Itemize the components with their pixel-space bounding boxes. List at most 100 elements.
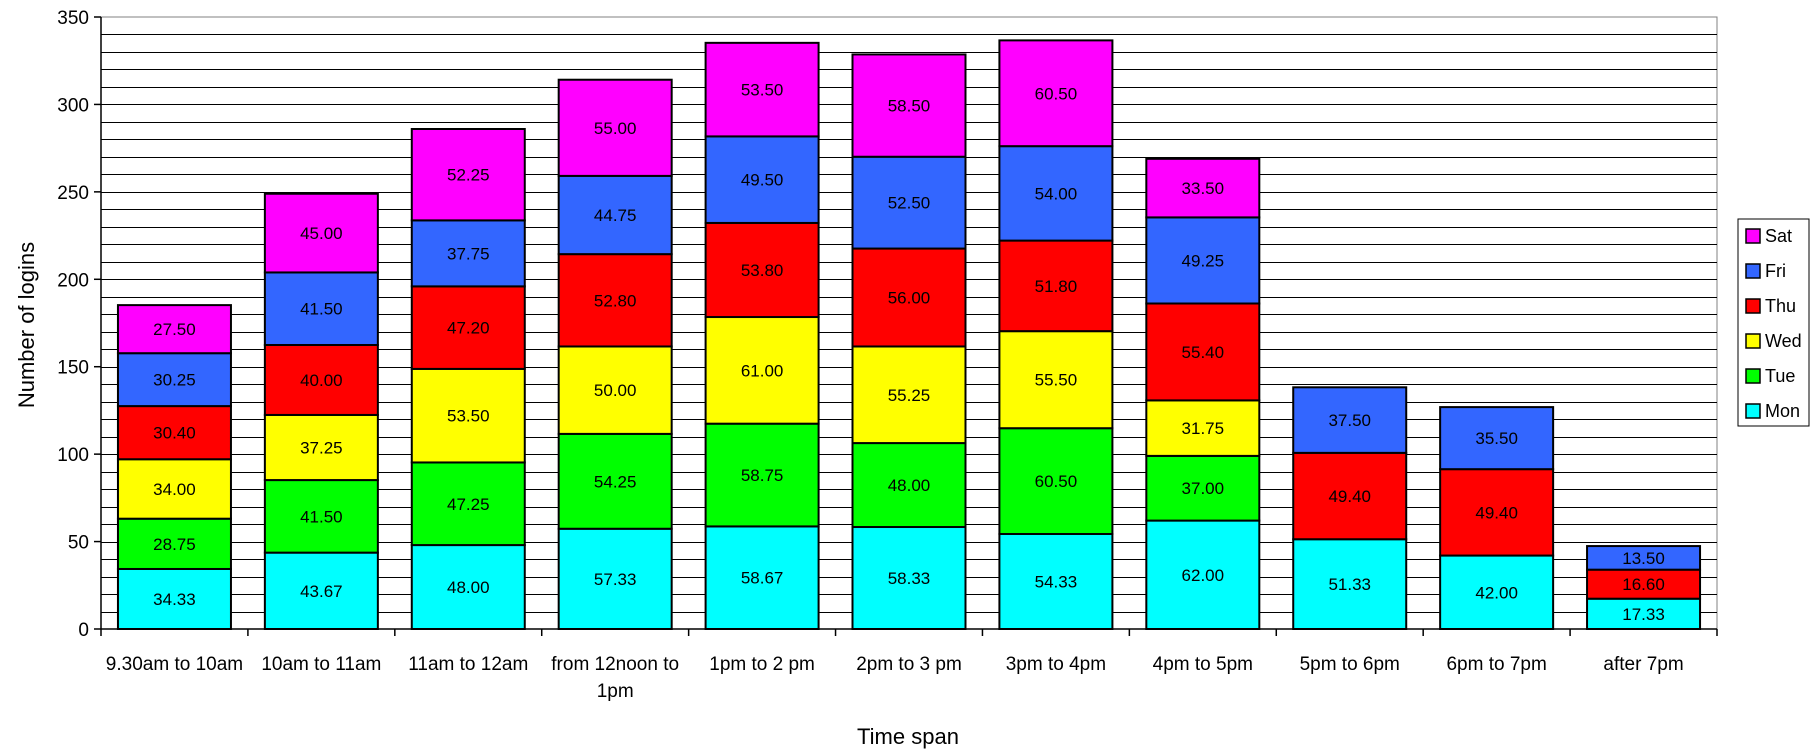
data-label: 37.75 (447, 244, 490, 263)
data-label: 37.50 (1328, 411, 1371, 430)
bar-segment-fri (1586, 545, 1702, 571)
x-tick-label: from 12noon to 1pm (551, 654, 679, 702)
bar-segment-tue (557, 432, 673, 530)
y-tick-label: 200 (57, 270, 89, 291)
data-label: 35.50 (1475, 429, 1518, 448)
data-label: 56.00 (888, 289, 931, 308)
x-tick-label: 10am to 11am (261, 654, 381, 675)
bar-segment-thu (704, 221, 820, 319)
bar-stack: 43.67 41.50 37.25 40.00 41.50 45.00 (263, 192, 379, 631)
x-tick-label: 1pm to 2 pm (709, 654, 815, 675)
data-label: 37.00 (1182, 479, 1225, 498)
data-label: 13.50 (1622, 549, 1665, 568)
bar-stack: 57.33 54.25 50.00 52.80 44.75 55.00 (557, 78, 673, 630)
bar-stack: 58.67 58.75 61.00 53.80 49.50 53.50 (704, 41, 820, 630)
data-label: 41.50 (300, 300, 343, 319)
bar-segment-fri (116, 352, 232, 408)
data-label: 52.25 (447, 166, 490, 185)
legend-item-thu: Thu (1745, 296, 1796, 316)
bar-segment-sat (116, 304, 232, 355)
y-tick-label: 100 (57, 445, 89, 466)
legend-item-tue: Tue (1745, 366, 1795, 386)
legend-item-mon: Mon (1745, 401, 1800, 421)
bar-segment-fri (851, 155, 967, 250)
y-tick-label: 150 (57, 358, 89, 379)
bar-segment-mon (1145, 519, 1261, 630)
bar-stack: 48.00 47.25 53.50 47.20 37.75 52.25 (410, 127, 526, 630)
bar-segment-sat (1145, 157, 1261, 219)
bar-segment-thu (998, 239, 1114, 333)
x-tick-label: 9.30am to 10am (106, 654, 243, 675)
data-label: 45.00 (300, 224, 343, 243)
bar-segment-fri (1439, 406, 1555, 471)
bar-segment-wed (557, 345, 673, 435)
y-axis-title: Number of logins (14, 242, 39, 408)
bar-stack: 42.00 49.40 35.50 (1439, 406, 1555, 630)
legend-swatch (1745, 298, 1761, 314)
bar-segment-mon (263, 551, 379, 631)
legend: Sat Fri Thu Wed Tue Mon (1737, 218, 1810, 427)
legend-item-fri: Fri (1745, 261, 1786, 281)
data-label: 62.00 (1182, 566, 1225, 585)
data-label: 48.00 (888, 476, 931, 495)
data-label: 31.75 (1182, 419, 1225, 438)
bar-segment-tue (704, 422, 820, 528)
x-axis-title: Time span (857, 724, 959, 749)
data-label: 58.50 (888, 97, 931, 116)
bar-stack: 51.33 49.40 37.50 (1292, 386, 1408, 631)
x-tick-label: 4pm to 5pm (1153, 654, 1253, 675)
data-label: 60.50 (1035, 84, 1078, 103)
legend-item-wed: Wed (1745, 331, 1802, 351)
data-label: 43.67 (300, 582, 343, 601)
bar-segment-thu (851, 247, 967, 348)
legend-box (1737, 218, 1810, 427)
bar-segment-tue (851, 442, 967, 529)
data-label: 52.50 (888, 194, 931, 213)
data-label: 58.75 (741, 466, 784, 485)
data-label: 58.33 (888, 569, 931, 588)
data-label: 34.00 (153, 480, 196, 499)
bar-segment-fri (998, 145, 1114, 242)
bar-segment-wed (116, 458, 232, 520)
y-axis: 0 50 100 150 200 250 300 350 (57, 8, 102, 641)
data-label: 55.50 (1035, 371, 1078, 390)
data-label: 30.40 (153, 424, 196, 443)
bar-segment-sat (410, 127, 526, 222)
bar-segment-tue (116, 517, 232, 570)
data-label: 42.00 (1475, 583, 1518, 602)
data-label: 55.25 (888, 386, 931, 405)
legend-swatch (1745, 228, 1761, 244)
legend-swatch (1745, 403, 1761, 419)
y-tick-label: 50 (68, 533, 89, 554)
data-label: 27.50 (153, 320, 196, 339)
data-label: 54.33 (1035, 573, 1078, 592)
data-label: 54.00 (1035, 184, 1078, 203)
data-label: 49.50 (741, 171, 784, 190)
bar-segment-sat (998, 39, 1114, 148)
data-label: 49.25 (1182, 251, 1225, 270)
data-label: 47.25 (447, 495, 490, 514)
data-label: 58.67 (741, 569, 784, 588)
data-label: 53.50 (447, 407, 490, 426)
bar-segment-wed (998, 330, 1114, 430)
data-label: 60.50 (1035, 472, 1078, 491)
legend-swatch (1745, 263, 1761, 279)
y-tick-label: 0 (78, 620, 89, 641)
bar-segment-fri (410, 219, 526, 288)
bar-segment-mon (410, 544, 526, 630)
y-tick-label: 250 (57, 183, 89, 204)
data-label: 55.00 (594, 119, 637, 138)
data-label: 40.00 (300, 371, 343, 390)
bar-segment-sat (263, 192, 379, 274)
data-label: 57.33 (594, 570, 637, 589)
data-label: 54.25 (594, 472, 637, 491)
y-tick-label: 300 (57, 95, 89, 116)
legend-label: Mon (1765, 401, 1800, 421)
data-label: 44.75 (594, 206, 637, 225)
bar-segment-thu (263, 343, 379, 416)
data-label: 61.00 (741, 361, 784, 380)
data-label: 34.33 (153, 590, 196, 609)
bar-stack: 62.00 37.00 31.75 55.40 49.25 33.50 (1145, 157, 1261, 630)
x-tick-label: 5pm to 6pm (1300, 654, 1400, 675)
